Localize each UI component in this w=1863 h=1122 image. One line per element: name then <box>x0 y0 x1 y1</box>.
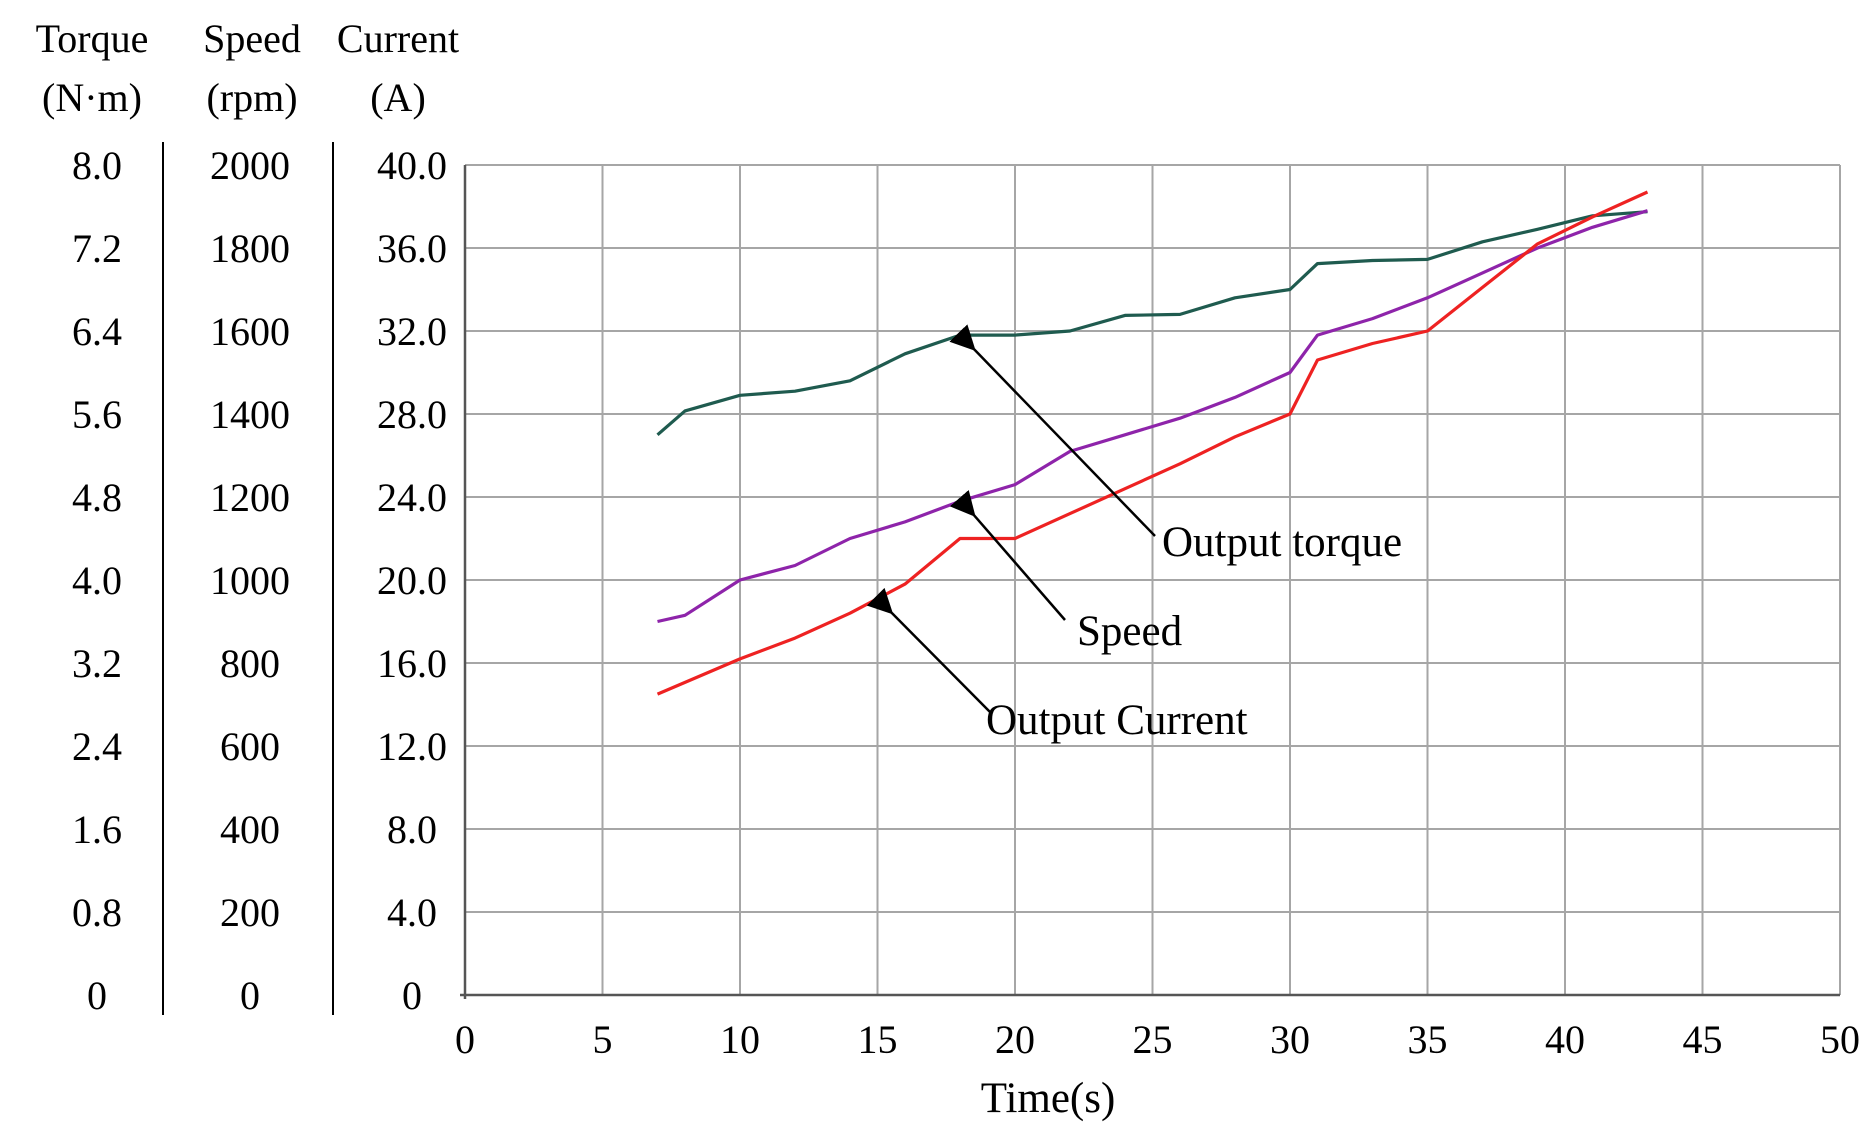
x-tick-label: 10 <box>720 1017 760 1062</box>
torque-tick-label: 6.4 <box>72 309 122 354</box>
current-tick-label: 0 <box>402 973 422 1018</box>
current-tick-label: 20.0 <box>377 558 447 603</box>
speed-tick-label: 1400 <box>210 392 290 437</box>
x-axis-label: Time(s) <box>981 1075 1116 1122</box>
speed-tick-label: 2000 <box>210 143 290 188</box>
tick-labels: 8.07.26.45.64.84.03.22.41.60.80200018001… <box>72 143 1860 1062</box>
current-tick-label: 8.0 <box>387 807 437 852</box>
speed-axis-title: Speed <box>203 16 301 61</box>
x-tick-label: 40 <box>1545 1017 1585 1062</box>
torque-tick-label: 4.0 <box>72 558 122 603</box>
series-lines <box>656 190 1649 696</box>
current-axis-title: Current <box>337 16 459 61</box>
torque-axis-unit: (N·m) <box>42 75 142 120</box>
speed-tick-label: 1200 <box>210 475 290 520</box>
current-tick-label: 32.0 <box>377 309 447 354</box>
series-line <box>656 210 1648 437</box>
speed-tick-label: 600 <box>220 724 280 769</box>
torque-tick-label: 2.4 <box>72 724 122 769</box>
x-tick-label: 15 <box>858 1017 898 1062</box>
current-tick-label: 36.0 <box>377 226 447 271</box>
torque-tick-label: 4.8 <box>72 475 122 520</box>
speed-axis-unit: (rpm) <box>206 75 297 120</box>
annotation-arrow <box>949 324 1156 537</box>
speed-tick-label: 800 <box>220 641 280 686</box>
current-axis-unit: (A) <box>370 75 426 120</box>
current-tick-label: 4.0 <box>387 890 437 935</box>
torque-tick-label: 3.2 <box>72 641 122 686</box>
x-tick-label: 0 <box>455 1017 475 1062</box>
annotation-label: Output torque <box>1162 519 1402 566</box>
current-tick-label: 28.0 <box>377 392 447 437</box>
x-tick-label: 20 <box>995 1017 1035 1062</box>
current-tick-label: 12.0 <box>377 724 447 769</box>
x-tick-label: 35 <box>1408 1017 1448 1062</box>
speed-tick-label: 400 <box>220 807 280 852</box>
torque-tick-label: 8.0 <box>72 143 122 188</box>
speed-tick-label: 1000 <box>210 558 290 603</box>
torque-tick-label: 0 <box>87 973 107 1018</box>
torque-tick-label: 0.8 <box>72 890 122 935</box>
x-tick-label: 30 <box>1270 1017 1310 1062</box>
x-tick-label: 50 <box>1820 1017 1860 1062</box>
speed-tick-label: 200 <box>220 890 280 935</box>
torque-axis-title: Torque <box>36 16 149 61</box>
current-tick-label: 16.0 <box>377 641 447 686</box>
annotation-label: Output Current <box>986 697 1248 744</box>
speed-tick-label: 0 <box>240 973 260 1018</box>
annotation-label: Speed <box>1077 608 1182 655</box>
current-tick-label: 40.0 <box>377 143 447 188</box>
annotation-arrow <box>866 587 991 713</box>
annotation-arrow <box>949 489 1066 621</box>
series-line <box>656 190 1649 696</box>
grid <box>464 164 1841 996</box>
current-tick-label: 24.0 <box>377 475 447 520</box>
torque-tick-label: 1.6 <box>72 807 122 852</box>
speed-tick-label: 1800 <box>210 226 290 271</box>
annotations: Output torque Speed Output Current <box>866 324 1402 744</box>
x-tick-label: 25 <box>1133 1017 1173 1062</box>
torque-tick-label: 7.2 <box>72 226 122 271</box>
torque-tick-label: 5.6 <box>72 392 122 437</box>
axes <box>162 142 1840 1015</box>
x-tick-label: 45 <box>1683 1017 1723 1062</box>
x-tick-label: 5 <box>593 1017 613 1062</box>
series-line <box>657 209 1648 624</box>
speed-tick-label: 1600 <box>210 309 290 354</box>
